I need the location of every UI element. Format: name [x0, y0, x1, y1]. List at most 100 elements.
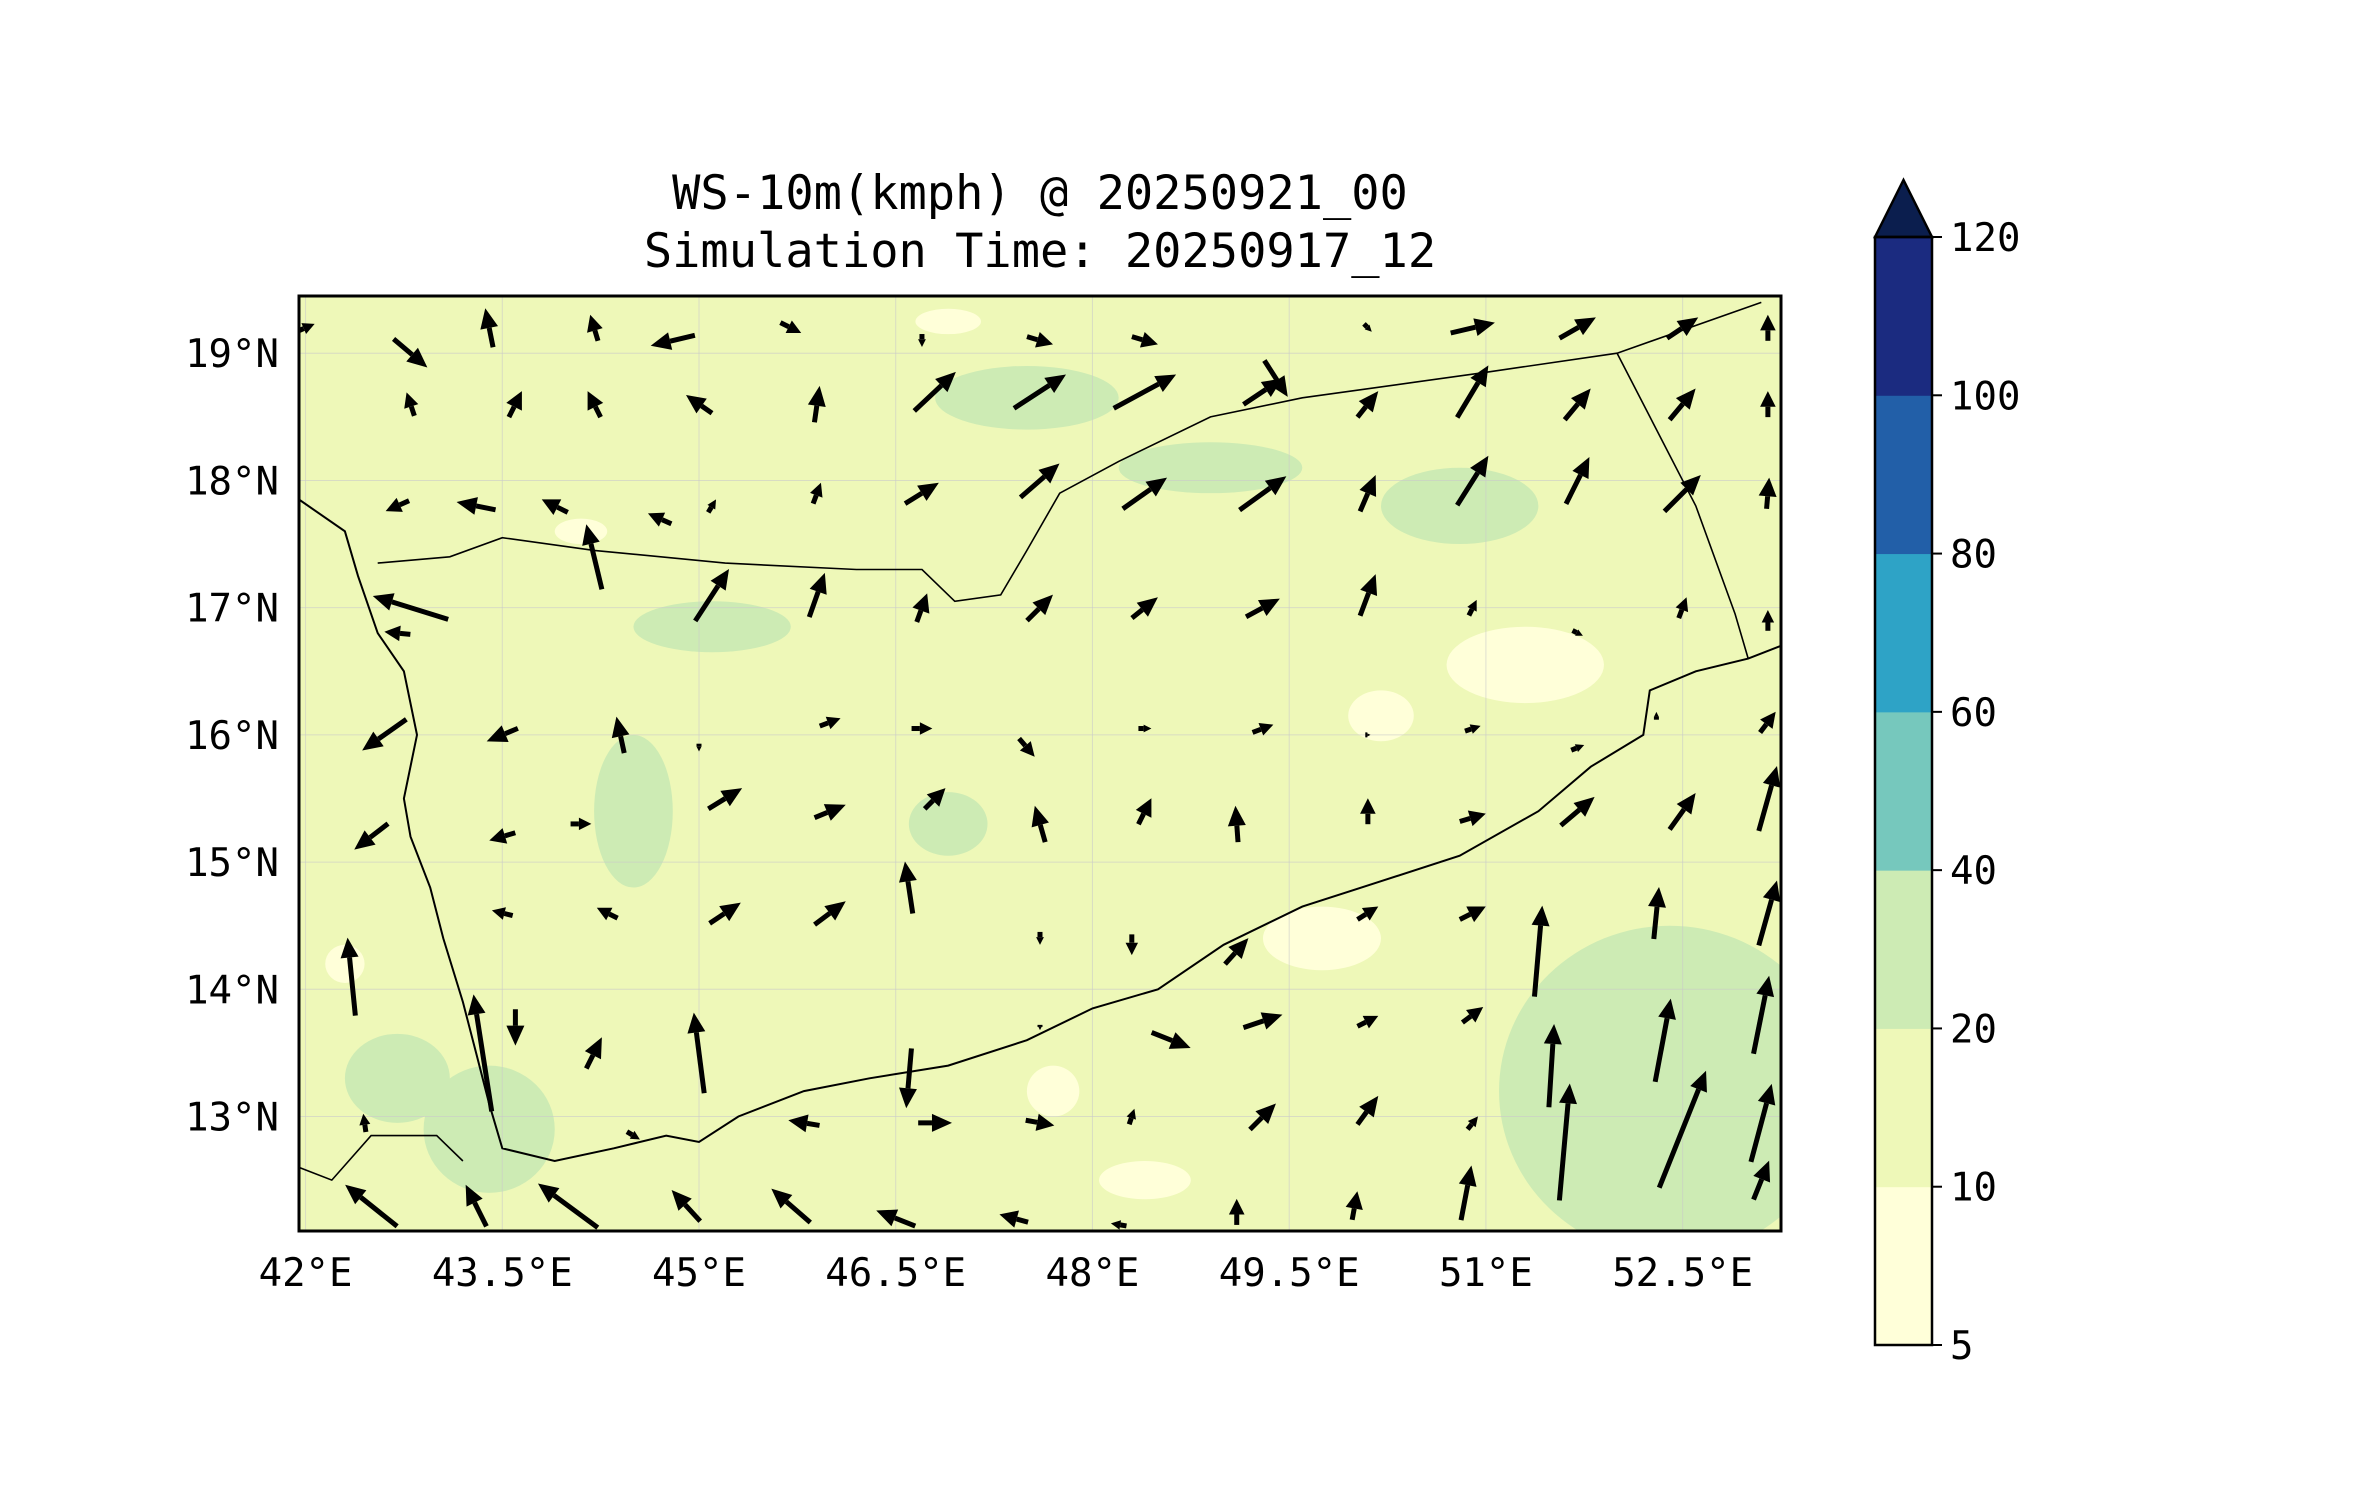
wind-arrow	[582, 524, 605, 590]
wind-arrow	[918, 334, 926, 348]
map-area	[297, 294, 1783, 1233]
longitude-tick-labels: 42°E 43.5°E 45°E 46.5°E 48°E 49.5°E 51°E 52.5°E	[259, 1251, 1753, 1296]
wind-arrow	[1570, 744, 1585, 753]
shading-zone	[1380, 728, 1513, 818]
title-line-2: Simulation Time: 20250917_12	[644, 224, 1436, 279]
wind-arrow	[1025, 594, 1053, 623]
wind-arrow	[587, 314, 603, 342]
wind-arrow	[1031, 805, 1049, 843]
wind-arrow	[1244, 598, 1280, 619]
wind-arrow	[1756, 765, 1781, 832]
wind-arrow	[1460, 1006, 1484, 1025]
wind-arrow	[1012, 374, 1066, 411]
colorbar-segment	[1875, 711, 1932, 871]
wind-arrow	[1667, 793, 1696, 831]
latitude-tick-labels: 19°N 18°N 17°N 16°N 15°N 14°N 13°N	[185, 332, 279, 1140]
coastline	[299, 498, 1781, 1163]
wind-arrow	[1455, 365, 1489, 419]
country-border	[377, 301, 1762, 603]
colorbar-tick-label: 100	[1950, 374, 2020, 419]
wind-arrow	[918, 1113, 952, 1132]
wind-arrow	[1138, 724, 1152, 733]
colorbar-segment	[1875, 1186, 1932, 1346]
wind-arrow	[999, 1210, 1029, 1228]
colorbar-extend-triangle	[1872, 177, 1935, 239]
wind-arrow	[1543, 1024, 1562, 1108]
wind-arrow	[1751, 1160, 1771, 1201]
wind-arrow	[686, 395, 714, 416]
shading-zone	[344, 1033, 450, 1123]
wind-arrow	[922, 788, 946, 811]
colorbar-tick-label: 5	[1950, 1324, 1973, 1369]
shading-zone	[423, 1065, 555, 1193]
wind-arrow	[354, 821, 390, 850]
wind-arrow	[1758, 711, 1776, 735]
wind-arrow	[1531, 905, 1550, 997]
wind-arrow	[708, 902, 741, 926]
wind-arrow	[1458, 1165, 1477, 1221]
wind-arrow	[1131, 331, 1158, 348]
wind-arrow	[345, 1184, 399, 1229]
lat-tick-label: 14°N	[185, 968, 279, 1013]
wind-arrow	[1018, 463, 1060, 500]
wind-arrow	[362, 717, 408, 751]
wind-arrow	[813, 804, 846, 821]
wind-arrow	[1150, 1030, 1191, 1049]
map-frame	[297, 294, 1783, 1233]
wind-arrow	[1248, 1103, 1276, 1132]
wind-arrow	[1662, 474, 1701, 514]
wind-arrow	[486, 725, 519, 742]
gridlines	[299, 296, 1781, 1231]
shading-zone	[633, 601, 791, 653]
lat-tick-label: 19°N	[185, 332, 279, 377]
wind-arrow	[1667, 388, 1696, 422]
lat-tick-label: 18°N	[185, 459, 279, 504]
wind-arrow	[1360, 798, 1376, 825]
wind-arrow	[1365, 732, 1371, 738]
wind-arrow	[806, 572, 827, 618]
wind-arrow	[1112, 374, 1177, 411]
lat-tick-label: 16°N	[185, 714, 279, 759]
lat-tick-label: 15°N	[185, 841, 279, 886]
colorbar-tick-label: 10	[1950, 1166, 1997, 1211]
wind-arrow	[1466, 599, 1477, 617]
wind-arrow	[404, 392, 419, 417]
wind-arrow	[1665, 317, 1699, 341]
lon-tick-label: 43.5°E	[432, 1251, 573, 1296]
wind-arrow	[1026, 331, 1053, 348]
wind-arrow	[480, 308, 499, 348]
wind-arrow	[611, 716, 630, 754]
lon-tick-label: 45°E	[652, 1251, 746, 1296]
wind-arrow	[1458, 906, 1486, 923]
wind-arrow	[671, 1189, 703, 1223]
wind-arrow	[1559, 796, 1595, 828]
wind-arrow	[1464, 724, 1481, 734]
wind-arrow	[384, 625, 411, 642]
colorbar-tick-label: 120	[1950, 216, 2020, 261]
colorbar-tick-label: 20	[1950, 1007, 1997, 1052]
wind-arrow	[1558, 317, 1596, 341]
shading-zone	[1499, 925, 1781, 1231]
lon-tick-label: 46.5°E	[825, 1251, 966, 1296]
wind-arrow	[1760, 391, 1776, 418]
colorbar-tick-label: 80	[1950, 533, 1997, 578]
wind-arrow	[1125, 934, 1139, 956]
wind-arrow	[912, 593, 930, 623]
shading-zone	[1446, 626, 1604, 704]
wind-arrow	[1556, 1083, 1577, 1201]
colorbar-segment	[1875, 1028, 1932, 1188]
colorbar-tick-label: 40	[1950, 849, 1997, 894]
wind-arrow	[818, 716, 841, 730]
wind-arrow	[647, 512, 673, 527]
lat-tick-label: 13°N	[185, 1096, 279, 1141]
wind-arrow	[391, 337, 428, 368]
wind-arrow	[1345, 1191, 1363, 1221]
wind-arrow	[385, 497, 411, 512]
wind-arrow	[537, 1183, 600, 1230]
shading-zone	[594, 734, 673, 888]
lon-tick-label: 42°E	[259, 1251, 353, 1296]
wind-arrow	[771, 1188, 812, 1225]
geographic-lines	[299, 301, 1781, 1182]
wind-arrow	[707, 788, 743, 812]
lon-tick-label: 48°E	[1045, 1251, 1139, 1296]
